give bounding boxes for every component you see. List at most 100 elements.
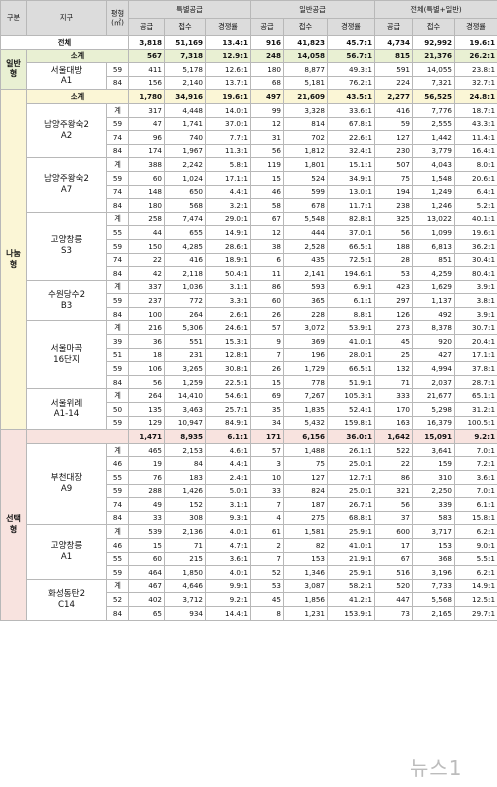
cell: 44 — [128, 225, 165, 240]
cell: 2,242 — [164, 157, 206, 172]
cell: 40.1:1 — [453, 211, 497, 227]
cell: 5,298 — [412, 402, 455, 417]
cell: 5,568 — [412, 592, 455, 607]
cell: 19.6:1 — [453, 225, 497, 240]
cell: 16,379 — [412, 415, 455, 431]
cell: 567 — [128, 48, 165, 64]
table-row: 고양창릉 S3 계 258 7,474 29.0:1 67 5,548 82.8:1 325 13… — [1, 211, 497, 281]
cell: 21,609 — [283, 89, 328, 104]
cell: 702 — [283, 130, 328, 145]
cell: 224 — [374, 75, 413, 91]
subtotal-label — [26, 429, 129, 444]
cell: 1,812 — [283, 143, 328, 159]
cell: 53 — [374, 266, 413, 281]
cell: 11 — [250, 266, 284, 281]
pyeong-cell: 계 — [106, 388, 129, 404]
cell: 5.2:1 — [453, 198, 497, 213]
pyeong-cell: 46 — [106, 537, 129, 553]
cell: 740 — [164, 130, 206, 145]
cell: 465 — [128, 442, 165, 458]
cell: 41.2:1 — [327, 592, 375, 607]
cell: 1,642 — [374, 429, 413, 444]
cell: 467 — [128, 578, 165, 594]
cell: 38 — [250, 238, 284, 254]
cell: 32.7:1 — [453, 75, 497, 91]
pyeong-cell: 계 — [106, 578, 129, 594]
cell: 18.9:1 — [205, 252, 251, 268]
cell: 6 — [250, 252, 284, 268]
district-name: 고양창릉 S3 — [26, 211, 107, 281]
cell: 10 — [250, 470, 284, 485]
cell: 18 — [128, 347, 165, 363]
cell: 520 — [374, 578, 413, 594]
cell: 6.2:1 — [453, 524, 497, 539]
cell: 1,249 — [412, 184, 455, 200]
cell: 3,072 — [283, 320, 328, 336]
pyeong-cell: 59 — [106, 415, 129, 431]
cell: 317 — [128, 102, 165, 118]
cell: 599 — [283, 184, 328, 200]
cell: 5,178 — [164, 62, 206, 77]
pyeong-cell: 계 — [106, 442, 129, 458]
cell: 1,488 — [283, 442, 328, 458]
cell: 6.4:1 — [453, 184, 497, 200]
cell: 14.0:1 — [205, 102, 251, 118]
cell: 650 — [164, 184, 206, 200]
table-row: 84 33 308 9.3:1 4 275 68.8:1 37 583 15.8:1 — [1, 510, 497, 526]
cell: 163 — [374, 415, 413, 431]
cell: 7,318 — [164, 48, 206, 64]
cell: 41.0:1 — [327, 334, 375, 349]
cell: 153.9:1 — [327, 605, 375, 621]
cell: 30.7:1 — [453, 320, 497, 336]
cell: 2,165 — [412, 605, 455, 621]
cell: 47 — [128, 116, 165, 132]
pyeong-cell: 59 — [106, 293, 129, 308]
cell: 49 — [128, 497, 165, 512]
header-competition: 경쟁률 — [205, 18, 251, 36]
header-competition: 경쟁률 — [327, 18, 375, 36]
subtotal-row: 선택 형 1,471 8,935 6.1:1 171 6,156 36.0:1 1,642 15… — [0, 429, 497, 621]
pyeong-cell: 84 — [106, 143, 129, 159]
cell: 275 — [283, 510, 328, 526]
pyeong-cell: 74 — [106, 184, 129, 200]
cell: 17.1:1 — [205, 170, 251, 186]
table-row: 남양주왕숙2 A2 계 317 4,448 14.0:1 99 3,328 33.6:1 416… — [1, 102, 497, 159]
cell: 3.6:1 — [205, 551, 251, 567]
category-label: 선택 형 — [0, 429, 27, 621]
table-row: 84 174 1,967 11.3:1 56 1,812 32.4:1 230 3,779 16.… — [1, 143, 497, 159]
cell: 920 — [412, 334, 455, 349]
pyeong-cell: 84 — [106, 75, 129, 91]
district-name: 수원당수2 B3 — [26, 279, 107, 322]
cell: 14,058 — [283, 48, 328, 64]
cell: 3.9:1 — [453, 306, 497, 322]
subtotal-row: 나눔 형 소계 1,780 34,916 19.6:1 497 21,609 43.5:1 2,… — [0, 89, 497, 431]
pyeong-cell: 55 — [106, 470, 129, 485]
cell: 75 — [374, 170, 413, 186]
cell: 411 — [128, 62, 165, 77]
cell: 92,992 — [412, 35, 455, 50]
cell: 150 — [128, 238, 165, 254]
cell: 56,525 — [412, 89, 455, 104]
cell: 3.8:1 — [453, 293, 497, 308]
cell: 13.0:1 — [327, 184, 375, 200]
cell: 119 — [250, 157, 284, 172]
cell: 52 — [250, 565, 284, 580]
cell: 22.6:1 — [327, 130, 375, 145]
cell: 21.9:1 — [327, 551, 375, 567]
cell: 26 — [250, 306, 284, 322]
cell: 42 — [128, 266, 165, 281]
cell: 19 — [128, 456, 165, 471]
cell: 9.2:1 — [205, 592, 251, 607]
table-row: 74 22 416 18.9:1 6 435 72.5:1 28 851 30.4:1 — [1, 252, 497, 268]
category-label: 일반 형 — [0, 48, 27, 91]
cell: 25 — [374, 347, 413, 363]
cell: 11.3:1 — [205, 143, 251, 159]
cell: 2,555 — [412, 116, 455, 132]
cell: 568 — [164, 198, 206, 213]
cell: 45 — [250, 592, 284, 607]
cell: 25.0:1 — [327, 456, 375, 471]
cell: 100.5:1 — [453, 415, 497, 431]
cell: 45 — [374, 334, 413, 349]
cell: 25.0:1 — [327, 483, 375, 499]
cell: 20.6:1 — [453, 170, 497, 186]
